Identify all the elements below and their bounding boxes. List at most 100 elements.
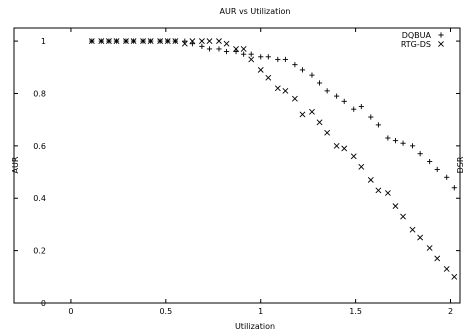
chart-title: AUR vs Utilization (220, 7, 291, 16)
data-point-dqbua-27 (316, 80, 323, 86)
data-point-dqbua-29 (334, 93, 340, 99)
data-point-dqbua-39 (417, 151, 423, 157)
x-tick-label-2: 1 (258, 307, 263, 316)
data-point-rtg-ds-36 (392, 203, 399, 210)
data-point-dqbua-12 (189, 41, 195, 47)
data-point-rtg-ds-41 (434, 255, 441, 262)
x-tick-label-1: 0.5 (159, 307, 172, 316)
data-point-dqbua-31 (351, 106, 357, 112)
x-tick-label-0: 0 (68, 307, 73, 316)
data-point-rtg-ds-29 (333, 142, 340, 149)
data-point-rtg-ds-14 (206, 38, 213, 45)
data-point-rtg-ds-23 (282, 87, 289, 94)
data-point-dqbua-17 (233, 48, 239, 55)
legend-cross-mark (438, 41, 444, 47)
x-axis-label: Utilization (235, 322, 275, 331)
axis-ticks: 0 0.5 1 1.5 2 0 0.2 0.4 0.6 0.8 1 (14, 28, 460, 316)
legend-plus-mark (438, 32, 444, 38)
data-point-rtg-ds-1 (98, 38, 105, 45)
data-point-rtg-ds-4 (123, 38, 129, 45)
data-point-dqbua-14 (206, 46, 213, 52)
y-tick-label-1: 0.2 (33, 247, 46, 256)
data-point-dqbua-36 (392, 138, 399, 144)
data-point-rtg-ds-6 (140, 38, 146, 45)
data-point-rtg-ds-9 (164, 38, 171, 45)
data-point-rtg-ds-43 (451, 273, 458, 280)
series-layer (88, 38, 458, 280)
data-point-dqbua-16 (223, 48, 230, 55)
data-point-dqbua-42 (444, 174, 450, 180)
data-point-rtg-ds-15 (216, 38, 222, 45)
data-point-rtg-ds-3 (113, 38, 120, 45)
data-point-rtg-ds-7 (147, 38, 154, 45)
data-point-rtg-ds-35 (384, 190, 391, 196)
data-point-rtg-ds-34 (375, 187, 382, 194)
legend-label-dqbua: DQBUA (402, 31, 432, 40)
data-point-rtg-ds-11 (181, 40, 188, 47)
data-point-rtg-ds-0 (88, 38, 95, 45)
data-point-dqbua-41 (434, 166, 440, 173)
data-point-dqbua-23 (282, 56, 288, 63)
data-point-rtg-ds-32 (358, 163, 365, 170)
data-point-rtg-ds-8 (157, 38, 164, 45)
data-point-dqbua-15 (216, 46, 222, 52)
y-tick-label-4: 0.8 (33, 89, 46, 98)
data-point-dqbua-19 (248, 51, 254, 57)
x-tick-label-3: 1.5 (349, 307, 362, 316)
data-point-rtg-ds-42 (443, 266, 450, 272)
data-point-dqbua-25 (299, 67, 306, 73)
data-point-rtg-ds-33 (367, 176, 374, 183)
data-point-rtg-ds-28 (324, 129, 331, 136)
data-point-rtg-ds-21 (265, 74, 272, 81)
data-point-rtg-ds-18 (240, 46, 247, 52)
data-point-dqbua-24 (292, 62, 298, 68)
x-tick-label-4: 2 (448, 307, 453, 316)
y-tick-label-2: 0.4 (33, 194, 46, 203)
data-point-rtg-ds-16 (223, 40, 230, 47)
data-point-dqbua-21 (265, 54, 271, 60)
data-point-rtg-ds-27 (316, 119, 323, 126)
data-point-rtg-ds-17 (233, 46, 239, 52)
plot-frame (13, 27, 461, 304)
data-point-dqbua-11 (182, 38, 188, 44)
series-rtg-ds (88, 38, 458, 280)
y-tick-label-3: 0.6 (33, 142, 46, 151)
legend: DQBUA RTG-DS (401, 31, 444, 49)
data-point-dqbua-20 (258, 54, 264, 60)
data-point-dqbua-18 (241, 51, 247, 57)
data-point-rtg-ds-2 (105, 38, 112, 45)
legend-marker-plus (438, 32, 444, 38)
data-point-rtg-ds-10 (172, 38, 179, 45)
data-point-rtg-ds-19 (248, 56, 255, 63)
data-point-rtg-ds-30 (341, 145, 348, 152)
data-point-rtg-ds-26 (309, 108, 315, 115)
data-point-dqbua-43 (451, 185, 457, 191)
data-point-dqbua-30 (341, 98, 347, 104)
legend-label-rtg-ds: RTG-DS (401, 40, 431, 49)
right-axis-label: DSR (456, 156, 465, 173)
data-point-rtg-ds-39 (417, 234, 424, 241)
data-point-rtg-ds-31 (350, 153, 357, 160)
data-point-rtg-ds-20 (257, 66, 264, 73)
data-point-rtg-ds-22 (274, 85, 281, 92)
data-point-dqbua-34 (375, 122, 381, 128)
y-tick-label-5: 1 (41, 37, 46, 46)
y-tick-label-0: 0 (41, 299, 46, 308)
data-point-dqbua-40 (427, 158, 433, 165)
data-point-dqbua-28 (324, 88, 330, 94)
data-point-dqbua-38 (409, 143, 416, 149)
data-point-dqbua-26 (309, 72, 315, 78)
data-point-rtg-ds-40 (426, 245, 433, 251)
data-point-rtg-ds-24 (291, 95, 298, 102)
data-point-rtg-ds-12 (189, 38, 196, 45)
series-dqbua (89, 38, 457, 191)
data-point-rtg-ds-38 (409, 226, 416, 233)
data-point-dqbua-35 (385, 135, 391, 141)
data-point-rtg-ds-25 (299, 111, 306, 118)
data-point-rtg-ds-37 (400, 213, 406, 220)
data-point-dqbua-33 (368, 114, 374, 120)
y-axis-label: AUR (11, 156, 20, 173)
data-point-dqbua-32 (358, 103, 364, 110)
